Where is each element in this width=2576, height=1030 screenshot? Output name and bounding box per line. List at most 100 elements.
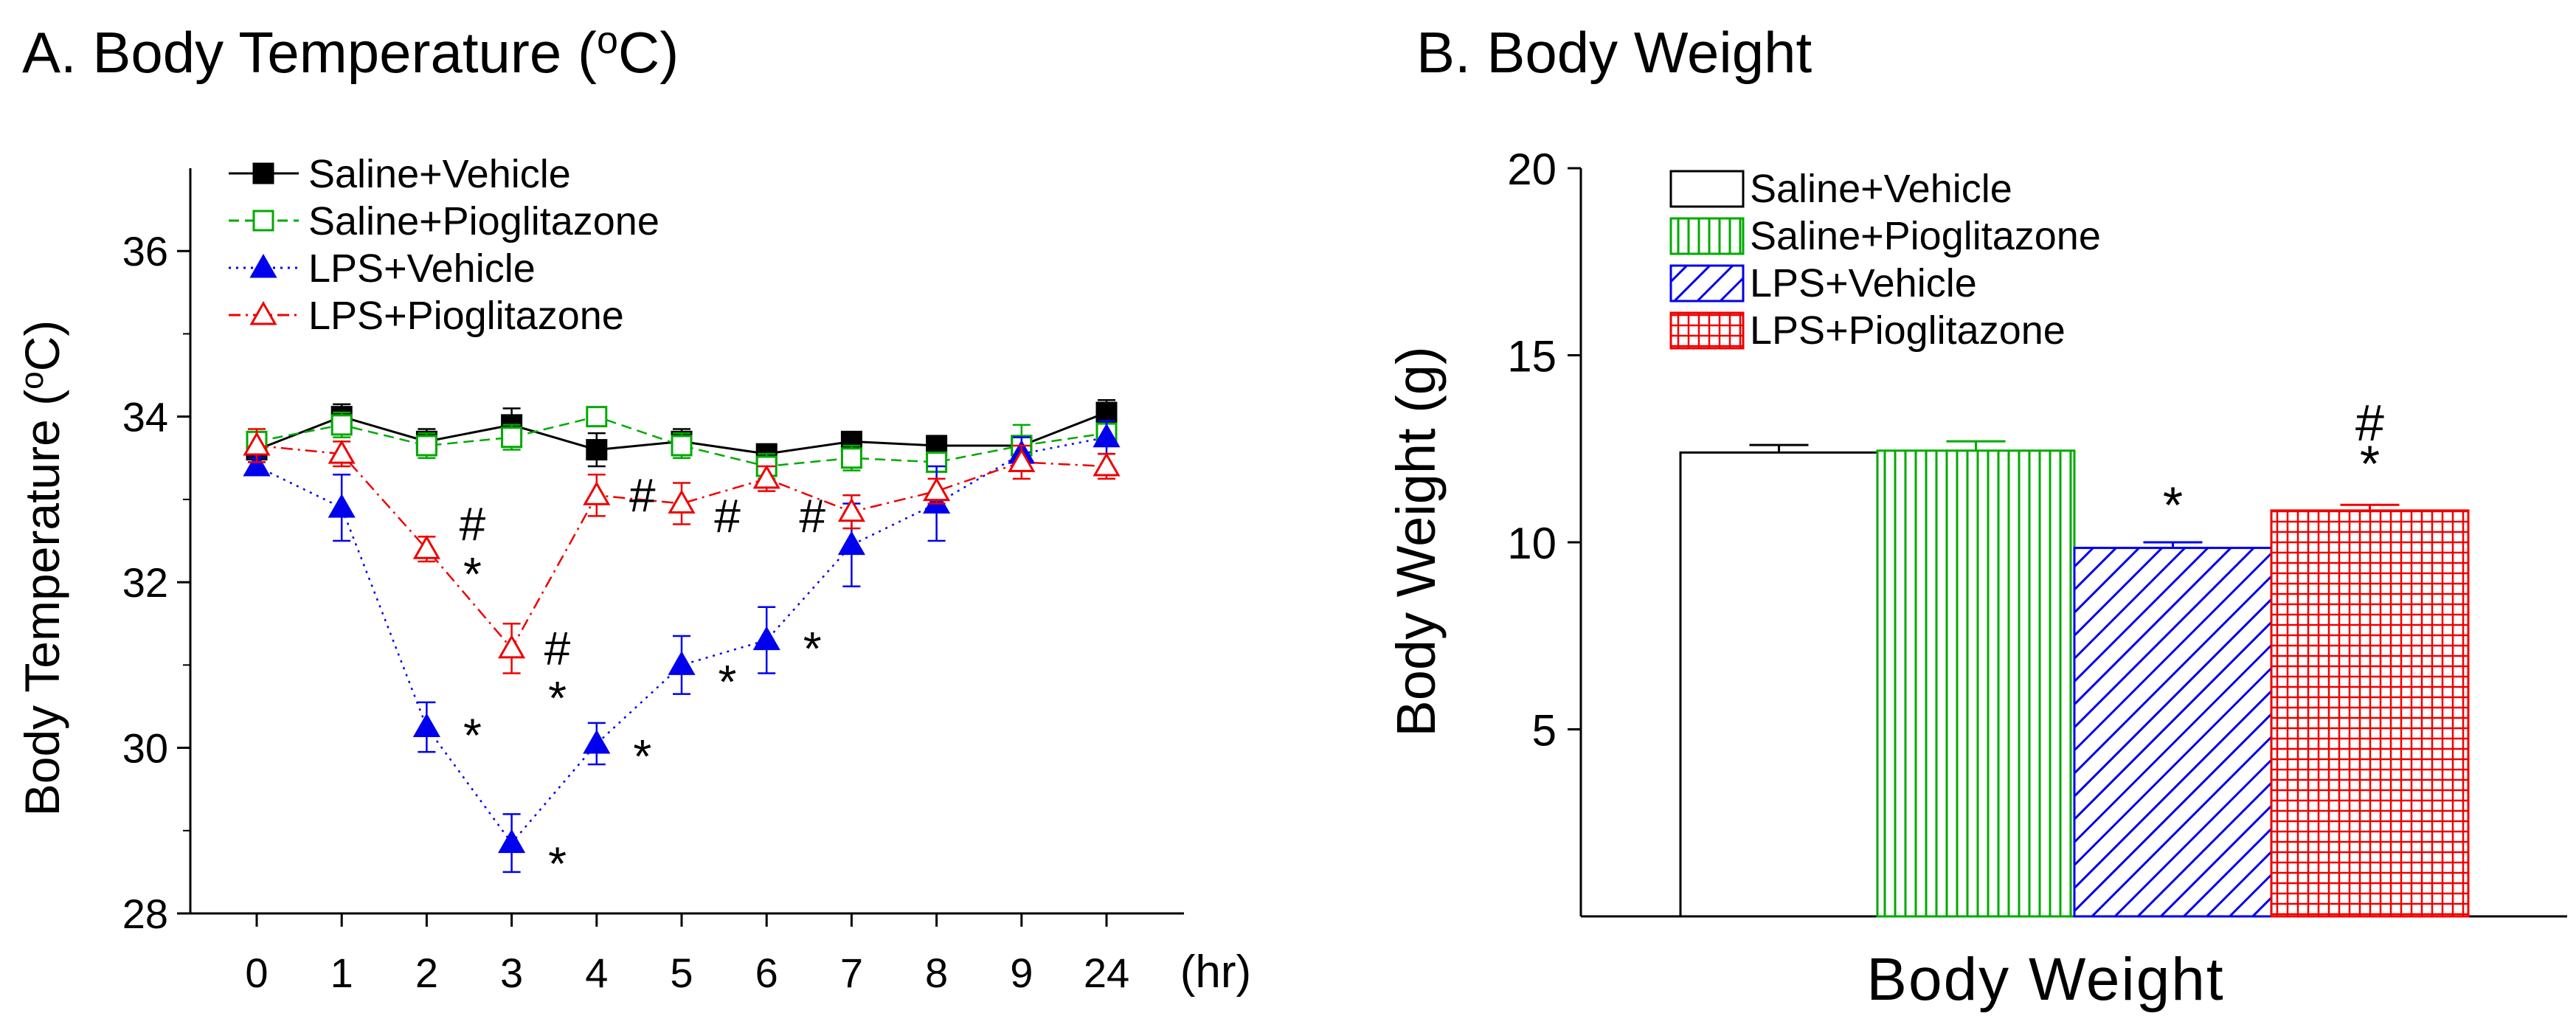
bar-saline-vehicle — [1679, 443, 1879, 918]
data-point — [498, 829, 526, 854]
y-tick-label: 28 — [122, 891, 168, 937]
panel-a-title: A. Body Temperature (oC) — [22, 19, 679, 85]
series-saline-pioglitazone — [246, 406, 1118, 480]
significance-mark: # — [2355, 394, 2384, 452]
legend-item-saline-vehicle: Saline+Vehicle — [1669, 167, 2012, 211]
y-tick-label: 34 — [122, 394, 168, 440]
panel-a-y-ticks: 28 30 32 34 36 — [122, 228, 190, 937]
data-point — [412, 535, 440, 559]
legend-label: Saline+Vehicle — [1750, 167, 2012, 211]
x-tick-label: 6 — [755, 950, 778, 996]
panel-a-xlabel: (hr) — [1180, 947, 1251, 998]
bar — [1679, 451, 1879, 918]
bar-lps-vehicle — [2073, 541, 2273, 918]
data-point — [498, 634, 526, 659]
panel-b-ylabel: Body Weight (g) — [1385, 346, 1447, 736]
significance-mark: # — [714, 489, 741, 542]
data-point — [926, 451, 948, 473]
legend-label: Saline+Pioglitazone — [308, 199, 659, 243]
legend-marker — [249, 300, 277, 325]
legend-item-lps-vehicle: LPS+Vehicle — [229, 246, 536, 291]
y-tick-label: 15 — [1507, 332, 1557, 381]
panel-b-bars — [1679, 440, 2470, 918]
data-point — [837, 530, 865, 556]
panel-a-annotations: #*#****#*#*# — [460, 469, 826, 890]
x-tick-label: 3 — [500, 950, 523, 996]
legend-marker — [249, 253, 277, 278]
y-tick-label: 30 — [122, 725, 168, 772]
data-point — [752, 464, 780, 489]
y-tick-label: 32 — [122, 559, 168, 606]
data-point — [583, 729, 611, 754]
x-tick-label: 7 — [840, 950, 863, 996]
data-point — [1095, 401, 1118, 424]
panel-b-xlabel: Body Weight — [1866, 946, 2224, 1013]
panel-b-annotations: *#* — [2163, 394, 2384, 534]
series-line — [256, 415, 1107, 468]
significance-mark: * — [633, 730, 651, 783]
significance-mark: # — [460, 498, 486, 551]
data-point — [586, 439, 608, 461]
x-tick-label: 24 — [1084, 950, 1129, 996]
legend-label: LPS+Vehicle — [308, 246, 536, 291]
series-line — [256, 444, 1107, 651]
legend-label: LPS+Pioglitazone — [308, 294, 624, 338]
x-tick-label: 8 — [925, 950, 948, 996]
legend-item-lps-vehicle: LPS+Vehicle — [1669, 261, 1977, 305]
data-point — [243, 431, 271, 456]
data-point — [668, 489, 696, 514]
significance-mark: * — [719, 655, 737, 708]
data-point — [328, 494, 356, 518]
data-point — [586, 406, 608, 428]
data-point — [415, 435, 437, 457]
significance-mark: * — [548, 671, 567, 725]
legend-item-saline-vehicle: Saline+Vehicle — [229, 152, 571, 196]
legend-item-saline-pioglitazone: Saline+Pioglitazone — [229, 199, 659, 243]
significance-mark: # — [799, 489, 825, 542]
panel-a-legend: Saline+VehicleSaline+PioglitazoneLPS+Veh… — [229, 152, 659, 338]
x-tick-label: 2 — [415, 950, 438, 996]
legend-item-saline-pioglitazone: Saline+Pioglitazone — [1669, 214, 2101, 258]
data-point — [671, 435, 693, 457]
legend-swatch — [1669, 170, 1745, 208]
legend-item-lps-pioglitazone: LPS+Pioglitazone — [1669, 308, 2066, 353]
bar — [2270, 509, 2470, 918]
legend-label: Saline+Pioglitazone — [1750, 214, 2101, 258]
data-point — [412, 713, 440, 737]
data-point — [1093, 452, 1121, 477]
significance-mark: * — [463, 547, 482, 601]
y-tick-label: 10 — [1507, 519, 1557, 568]
significance-mark: * — [2360, 435, 2380, 493]
bar — [2073, 547, 2273, 918]
panel-a-x-ticks: 0 1 2 3 4 5 6 7 8 9 24 — [245, 913, 1129, 996]
x-tick-label: 5 — [670, 950, 693, 996]
data-point — [328, 440, 356, 464]
x-tick-label: 9 — [1010, 950, 1033, 996]
series-lps-vehicle — [243, 420, 1121, 874]
data-point — [1093, 423, 1121, 448]
significance-mark: # — [544, 622, 571, 675]
bar-lps-pioglitazone — [2270, 503, 2470, 918]
significance-mark: * — [2163, 476, 2183, 533]
legend-item-lps-pioglitazone: LPS+Pioglitazone — [229, 294, 624, 338]
data-point — [583, 481, 611, 505]
data-point — [501, 426, 523, 449]
data-point — [330, 414, 353, 436]
legend-marker — [252, 162, 274, 184]
series-lps-pioglitazone — [243, 428, 1121, 674]
panel-b-title: B. Body Weight — [1416, 20, 1812, 85]
data-point — [1008, 448, 1036, 472]
x-tick-label: 0 — [245, 950, 268, 996]
legend-swatch — [1669, 311, 1745, 350]
bar — [1876, 449, 2076, 918]
data-point — [837, 497, 865, 522]
x-tick-label: 4 — [585, 950, 608, 996]
data-point — [668, 651, 696, 675]
data-point — [923, 477, 951, 502]
legend-swatch — [1669, 264, 1745, 303]
significance-mark: * — [463, 709, 482, 762]
y-tick-label: 5 — [1532, 706, 1557, 756]
panel-b-legend: Saline+VehicleSaline+PioglitazoneLPS+Veh… — [1669, 167, 2101, 353]
x-tick-label: 1 — [330, 950, 353, 996]
